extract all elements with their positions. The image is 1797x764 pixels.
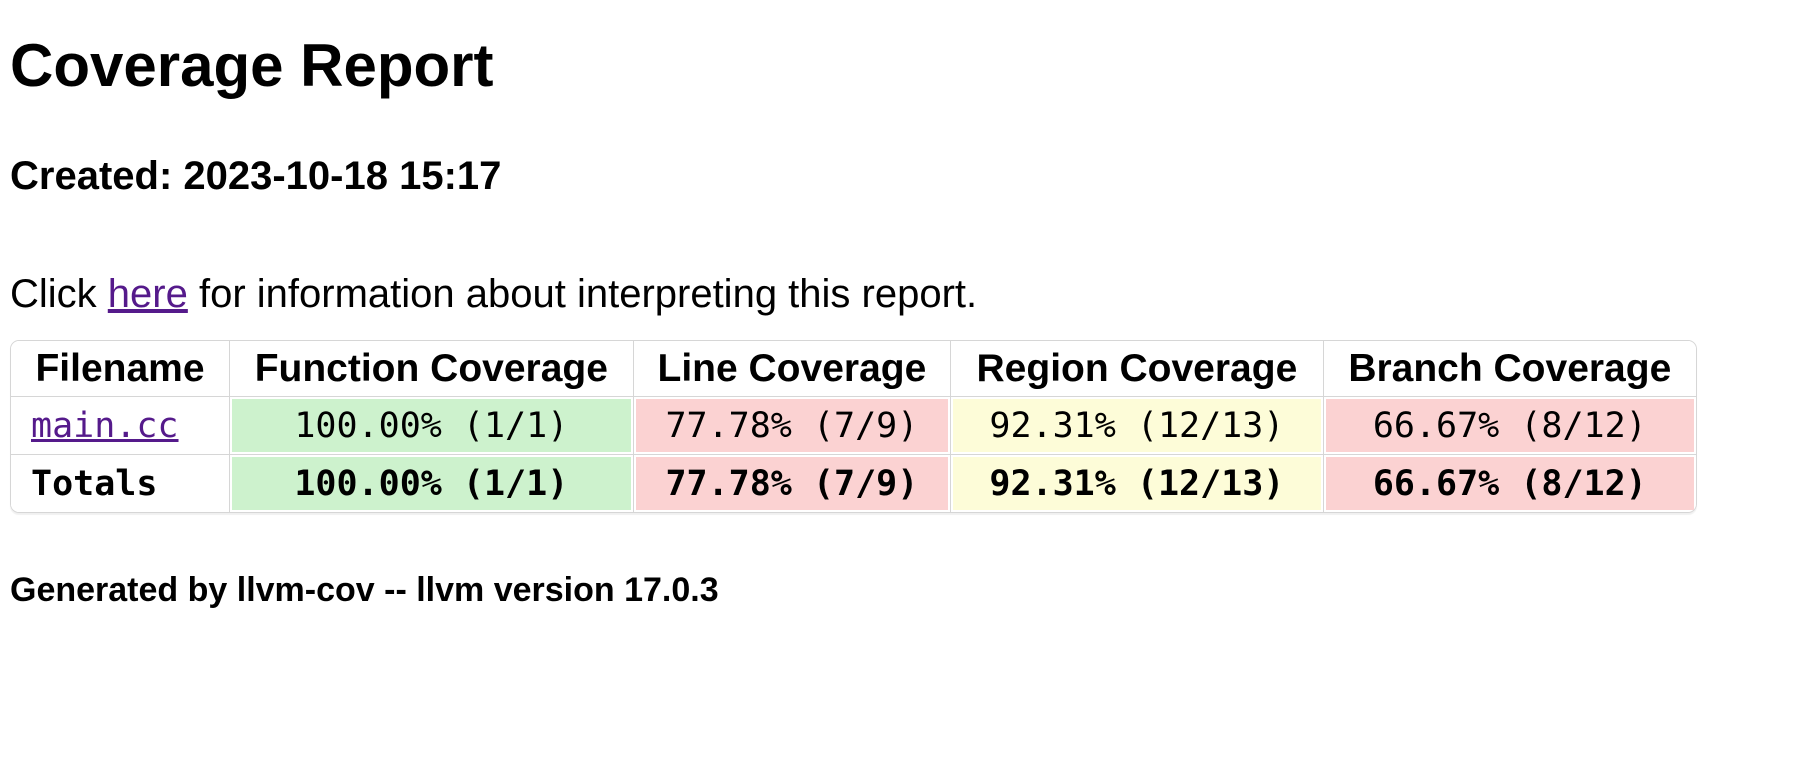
header-function-coverage: Function Coverage (230, 341, 634, 397)
info-here-link[interactable]: here (107, 272, 188, 316)
created-timestamp: Created: 2023-10-18 15:17 (10, 154, 502, 198)
coverage-report-page: Coverage Report Created: 2023-10-18 15:1… (0, 30, 1797, 611)
header-filename: Filename (11, 341, 231, 397)
totals-branch-coverage-cell: 66.67% (8/12) (1323, 455, 1696, 512)
coverage-table-wrapper: Filename Function Coverage Line Coverage… (10, 340, 1697, 513)
table-header-row: Filename Function Coverage Line Coverage… (11, 341, 1696, 397)
header-region-coverage: Region Coverage (951, 341, 1324, 397)
branch-coverage-cell: 66.67% (8/12) (1323, 397, 1696, 455)
page-title: Coverage Report (10, 32, 494, 99)
function-coverage-cell: 100.00% (1/1) (230, 397, 634, 455)
generator-footer: Generated by llvm-cov -- llvm version 17… (10, 571, 719, 609)
header-line-coverage: Line Coverage (633, 341, 952, 397)
info-prefix: Click (10, 272, 108, 316)
totals-label-cell: Totals (11, 455, 231, 512)
table-row-totals: Totals 100.00% (1/1) 77.78% (7/9) 92.31%… (11, 455, 1696, 512)
totals-function-coverage-cell: 100.00% (1/1) (230, 455, 634, 512)
filename-cell: main.cc (11, 397, 231, 455)
info-suffix: for information about interpreting this … (187, 272, 978, 316)
header-branch-coverage: Branch Coverage (1323, 341, 1696, 397)
region-coverage-cell: 92.31% (12/13) (951, 397, 1324, 455)
coverage-table: Filename Function Coverage Line Coverage… (11, 341, 1696, 512)
main-cc-link[interactable]: main.cc (31, 405, 179, 446)
line-coverage-cell: 77.78% (7/9) (633, 397, 952, 455)
info-line: Click here for information about interpr… (10, 270, 1697, 318)
totals-region-coverage-cell: 92.31% (12/13) (951, 455, 1324, 512)
totals-line-coverage-cell: 77.78% (7/9) (633, 455, 952, 512)
table-row-main-cc: main.cc 100.00% (1/1) 77.78% (7/9) 92.31… (11, 397, 1696, 455)
